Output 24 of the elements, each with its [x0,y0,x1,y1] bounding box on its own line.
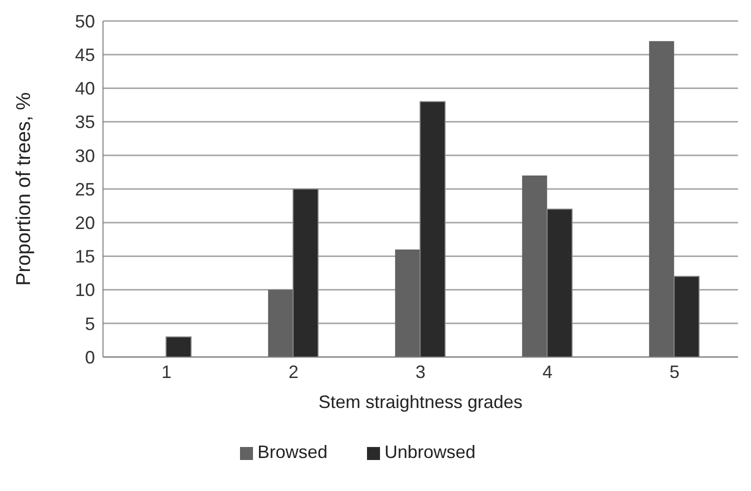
y-tick-label: 10 [74,280,95,300]
y-axis-title: Proportion of trees, % [13,92,36,286]
y-tick-label: 30 [74,146,95,166]
legend-label: Browsed [257,442,328,462]
y-tick-label: 20 [74,212,95,233]
legend-label: Unbrowsed [384,442,476,462]
y-tick-label: 5 [84,314,95,334]
x-tick-label: 5 [669,362,680,382]
bar [268,290,294,357]
x-tick-label: 1 [161,362,172,382]
y-tick-label: 45 [74,44,95,65]
y-tick-label: 15 [74,246,95,267]
x-tick-label: 2 [288,362,299,382]
bar [395,249,420,357]
bar [649,41,674,357]
x-tick-label: 4 [542,362,553,382]
y-tick-label: 40 [74,78,95,99]
x-axis-title: Stem straightness grades [318,392,523,412]
y-tick-label: 25 [74,179,95,200]
y-tick-label: 0 [84,347,95,368]
y-tick-label: 50 [74,11,95,32]
x-tick-label: 3 [415,362,426,382]
bar [522,176,548,357]
y-tick-label: 35 [74,112,95,132]
